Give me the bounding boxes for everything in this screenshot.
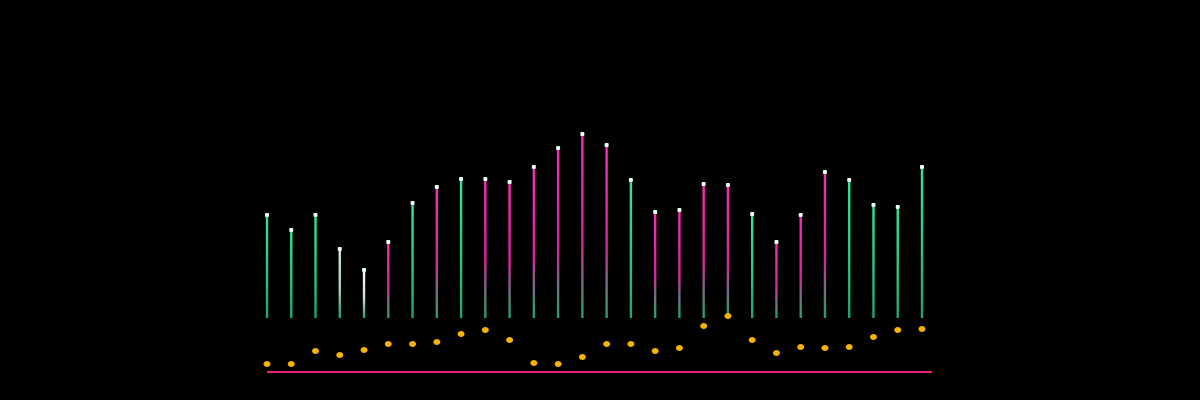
line-cap [750,212,755,216]
line-cap [725,183,730,187]
dotted-line [556,146,560,318]
dotted-line [435,185,439,318]
line-cap [531,165,536,169]
line-cap [362,268,367,272]
line-cap [313,213,318,217]
line-cap [337,247,342,251]
line-cap [871,203,876,207]
dot [869,334,877,340]
line-cap [265,213,269,217]
line-cap [556,146,561,150]
dotted-line [362,268,366,318]
dotted-line [532,165,536,318]
line-cap [580,132,585,136]
dot [894,327,902,333]
dot [651,348,659,354]
dot [578,354,586,360]
line-cap [434,185,439,189]
line-cap [628,178,633,182]
dot [724,313,732,319]
line-cap [895,205,900,209]
dotted-line [678,208,681,318]
dot [675,345,683,351]
dot [821,345,829,351]
line-cap [701,182,706,186]
line-cap [507,180,512,184]
dot [554,361,562,367]
dot [772,350,780,356]
dotted-line [605,143,608,318]
dotted-line [920,165,924,318]
dotted-line [508,180,511,318]
dotted-line [799,213,802,318]
dot [530,360,538,366]
dot [748,337,756,343]
dotted-line [459,177,463,318]
dot [506,337,514,343]
dot [312,348,320,354]
line-cap [410,201,415,205]
dotted-line [290,228,293,318]
line-cap [822,170,827,174]
dot [457,331,465,337]
line-cap [798,213,803,217]
line-cap [847,178,852,182]
line-cap [483,177,488,181]
dotted-line [750,212,754,318]
dotted-line [896,205,899,318]
dotted-line [581,132,584,318]
dot [481,327,489,333]
dotted-line [872,203,875,318]
dot [263,361,271,367]
dot [797,344,805,350]
dotted-line [823,170,827,318]
dotted-line [265,213,269,318]
dot [384,341,392,347]
dotted-line [629,178,633,318]
line-cap [774,240,779,244]
dot [336,352,344,358]
dot [845,344,853,350]
dotted-line [314,213,317,318]
line-cap [920,165,924,169]
dotted-line [338,247,341,318]
dot [409,341,417,347]
dotted-line [848,178,851,318]
dotted-line [726,183,730,318]
line-cap [289,228,294,232]
dot [287,361,295,367]
line-cap [653,210,658,214]
dot [433,339,441,345]
dot [627,341,635,347]
dotted-line [411,201,414,318]
dot [918,326,926,332]
line-cap [386,240,391,244]
dotted-line [387,240,390,318]
dotted-line [702,182,705,318]
dotted-line [775,240,778,318]
line-cap [459,177,464,181]
dotted-line [653,210,657,318]
dot [603,341,611,347]
dot [360,347,368,353]
line-cap [677,208,682,212]
dot [700,323,708,329]
line-cap [604,143,609,147]
dotted-line [484,177,487,318]
